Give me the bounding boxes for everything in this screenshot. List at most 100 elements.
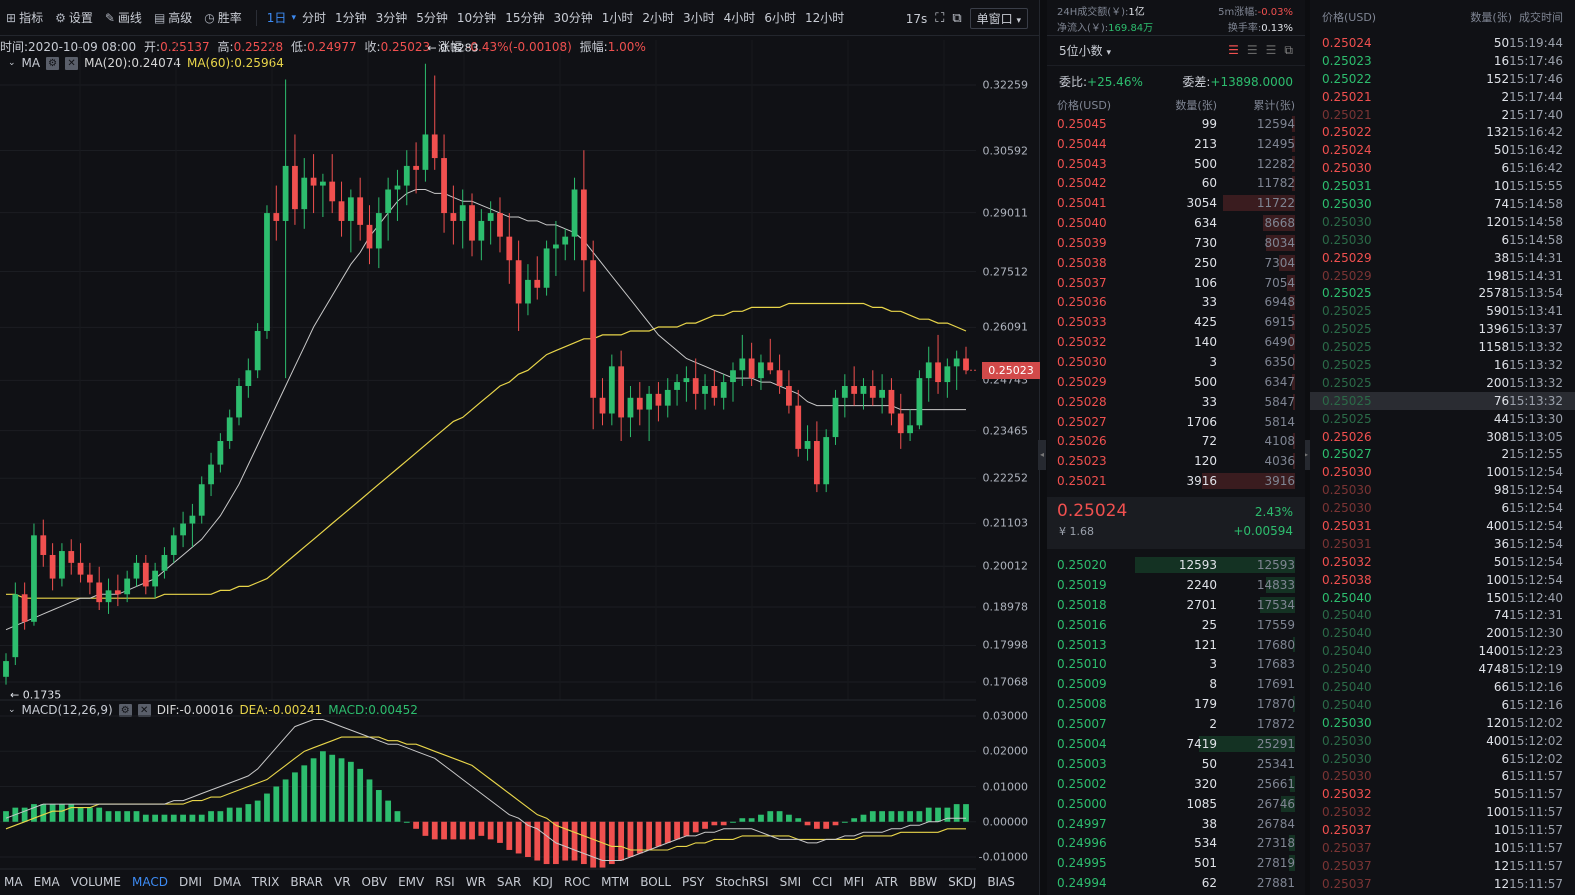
interval-tab[interactable]: 3分钟 — [375, 11, 408, 25]
bid-row[interactable]: 0.25009 8 17691 — [1047, 674, 1305, 694]
bid-row[interactable]: 0.25004 7419 25291 — [1047, 734, 1305, 754]
expand-icon[interactable]: ⧉ — [1284, 43, 1293, 57]
interval-tab[interactable]: 1小时 — [601, 11, 634, 25]
toolbar-button-settings[interactable]: ⚙ 设置 — [55, 9, 93, 26]
interval-tab[interactable]: 1日 — [266, 11, 287, 25]
interval-tab[interactable]: 6小时 — [764, 11, 796, 25]
bid-row[interactable]: 0.25013 121 17680 — [1047, 635, 1305, 655]
bid-row[interactable]: 0.25007 2 17872 — [1047, 714, 1305, 734]
ask-row[interactable]: 0.25033 425 6915 — [1047, 312, 1305, 332]
indicator-tab[interactable]: DMA — [213, 875, 241, 889]
interval-tab[interactable]: 1分钟 — [334, 11, 367, 25]
ask-row[interactable]: 0.25044 213 12495 — [1047, 134, 1305, 154]
ask-row[interactable]: 0.25043 500 12282 — [1047, 154, 1305, 174]
bid-row[interactable]: 0.24997 38 26784 — [1047, 814, 1305, 834]
trade-amount: 74 — [1493, 608, 1510, 623]
toolbar-button-indicator[interactable]: ⊞ 指标 — [6, 9, 43, 26]
close-icon[interactable]: ✕ — [65, 56, 79, 70]
interval-tab[interactable]: 5分钟 — [416, 11, 448, 25]
fullscreen-icon[interactable]: ⛶ — [935, 11, 945, 26]
ask-row[interactable]: 0.25023 120 4036 — [1047, 451, 1305, 471]
indicator-tab[interactable]: ATR — [875, 875, 899, 889]
collapse-chevron-icon[interactable]: ⌄ — [8, 705, 16, 715]
interval-tab[interactable]: 30分钟 — [553, 11, 593, 25]
close-icon[interactable]: ✕ — [137, 703, 151, 717]
indicator-tab[interactable]: CCI — [812, 875, 833, 889]
bid-row[interactable]: 0.25016 25 17559 — [1047, 615, 1305, 635]
indicator-tab[interactable]: OBV — [361, 875, 388, 889]
ask-row[interactable]: 0.25045 99 12594 — [1047, 114, 1305, 134]
indicator-tab[interactable]: SAR — [496, 875, 522, 889]
bid-row[interactable]: 0.24995 501 27819 — [1047, 853, 1305, 873]
window-mode-select[interactable]: 单窗口 ▾ — [969, 8, 1028, 29]
indicator-tab[interactable]: KDJ — [532, 875, 553, 889]
interval-tab[interactable]: 2小时 — [642, 11, 675, 25]
bid-row[interactable]: 0.25018 2701 17534 — [1047, 595, 1305, 615]
gear-icon[interactable]: ⚙ — [46, 56, 60, 70]
indicator-tab[interactable]: StochRSI — [715, 875, 769, 889]
toolbar-button-winrate[interactable]: ◷ 胜率 — [204, 9, 242, 26]
indicator-tab[interactable]: BBW — [909, 875, 938, 889]
collapse-left-handle[interactable]: ◂ — [1038, 440, 1046, 470]
toolbar-button-draw[interactable]: ✎ 画线 — [105, 9, 142, 26]
interval-tab[interactable]: 分时 — [301, 11, 326, 25]
indicator-tab[interactable]: MTM — [601, 875, 630, 889]
bid-row[interactable]: 0.25000 1085 26746 — [1047, 794, 1305, 814]
ask-row[interactable]: 0.25029 500 6347 — [1047, 372, 1305, 392]
ask-row[interactable]: 0.25039 730 8034 — [1047, 233, 1305, 253]
ask-row[interactable]: 0.25021 3916 3916 — [1047, 471, 1305, 491]
ask-row[interactable]: 0.25030 3 6350 — [1047, 352, 1305, 372]
indicator-tab[interactable]: EMV — [398, 875, 425, 889]
candlestick-chart[interactable]: ← 0.3283 ← 0.1735 — [0, 0, 976, 870]
ask-row[interactable]: 0.25038 250 7304 — [1047, 253, 1305, 273]
ask-row[interactable]: 0.25027 1706 5814 — [1047, 412, 1305, 432]
collapse-right-handle[interactable]: ▸ — [1302, 440, 1310, 470]
indicator-tab[interactable]: BRAR — [290, 875, 323, 889]
ask-row[interactable]: 0.25032 140 6490 — [1047, 332, 1305, 352]
bid-row[interactable]: 0.25003 50 25341 — [1047, 754, 1305, 774]
indicator-tab[interactable]: MFI — [843, 875, 865, 889]
ask-row[interactable]: 0.25042 60 11782 — [1047, 174, 1305, 194]
indicator-tab[interactable]: ROC — [563, 875, 591, 889]
interval-tab[interactable]: 4小时 — [723, 11, 756, 25]
gear-icon[interactable]: ⚙ — [118, 703, 132, 717]
ask-row[interactable]: 0.25036 33 6948 — [1047, 293, 1305, 313]
interval-tab[interactable]: 12小时 — [804, 11, 845, 25]
bid-row[interactable]: 0.24994 62 27881 — [1047, 873, 1305, 893]
ask-row[interactable]: 0.25026 72 4108 — [1047, 431, 1305, 451]
ask-row[interactable]: 0.25040 634 8668 — [1047, 213, 1305, 233]
indicator-tab[interactable]: PSY — [682, 875, 705, 889]
interval-tab[interactable]: 15分钟 — [505, 11, 545, 25]
toolbar-button-advanced[interactable]: ▤ 高级 — [154, 9, 192, 26]
bid-row[interactable]: 0.24996 534 27318 — [1047, 833, 1305, 853]
both-sides-view-icon[interactable]: ☰ — [1228, 43, 1239, 57]
bid-row[interactable]: 0.25019 2240 14833 — [1047, 575, 1305, 595]
indicator-tab[interactable]: SMI — [779, 875, 802, 889]
bid-row[interactable]: 0.25020 12593 12593 — [1047, 555, 1305, 575]
bid-row[interactable]: 0.25002 320 25661 — [1047, 774, 1305, 794]
interval-tab[interactable]: 10分钟 — [456, 11, 497, 25]
bid-row[interactable]: 0.25010 3 17683 — [1047, 654, 1305, 674]
indicator-tab[interactable]: EMA — [33, 875, 60, 889]
asks-view-icon[interactable]: ☰ — [1265, 43, 1277, 57]
precision-select[interactable]: 5位小数 ▾ — [1059, 42, 1111, 59]
collapse-chevron-icon[interactable]: ⌄ — [8, 58, 16, 68]
ask-row[interactable]: 0.25028 33 5847 — [1047, 392, 1305, 412]
bids-view-icon[interactable]: ☰ — [1246, 43, 1258, 57]
ask-row[interactable]: 0.25041 3054 11722 — [1047, 193, 1305, 213]
indicator-tab[interactable]: WR — [465, 875, 486, 889]
indicator-tab[interactable]: TRIX — [251, 875, 280, 889]
ask-row[interactable]: 0.25037 106 7054 — [1047, 273, 1305, 293]
indicator-tab[interactable]: MACD — [131, 875, 168, 889]
bid-row[interactable]: 0.25008 179 17870 — [1047, 694, 1305, 714]
indicator-tab[interactable]: MA — [4, 875, 23, 889]
screenshot-icon[interactable]: ⧉ — [952, 11, 962, 26]
indicator-tab[interactable]: RSI — [435, 875, 455, 889]
indicator-tab[interactable]: BIAS — [987, 875, 1015, 889]
indicator-tab[interactable]: SKDJ — [948, 875, 977, 889]
interval-tab[interactable]: 3小时 — [683, 11, 715, 25]
indicator-tab[interactable]: VOLUME — [70, 875, 121, 889]
indicator-tab[interactable]: VR — [333, 875, 351, 889]
indicator-tab[interactable]: BOLL — [640, 875, 672, 889]
indicator-tab[interactable]: DMI — [178, 875, 203, 889]
